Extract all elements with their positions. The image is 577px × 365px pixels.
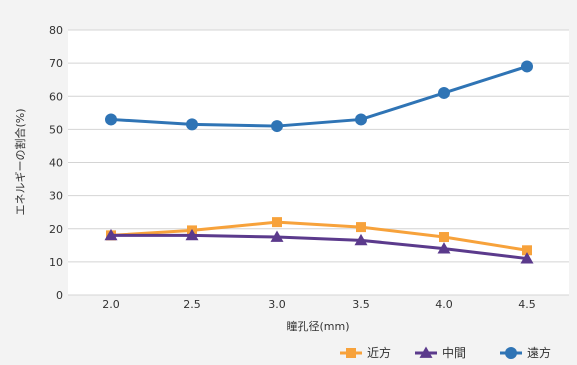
y-tick-label: 70 (49, 57, 63, 70)
y-tick-label: 0 (56, 289, 63, 302)
x-axis-title: 瞳孔径(mm) (286, 319, 349, 333)
data-point (270, 230, 284, 242)
legend-item: 中間 (415, 345, 466, 360)
data-point (271, 120, 283, 133)
y-axis-title: エネルギーの割合(%) (13, 108, 27, 215)
data-point (355, 113, 367, 126)
data-point (520, 252, 534, 264)
legend-marker (505, 347, 517, 359)
data-point (272, 217, 282, 228)
data-point (356, 222, 366, 233)
legend-marker (346, 348, 356, 358)
y-tick-label: 20 (49, 223, 63, 236)
grid-layer (68, 29, 569, 296)
x-tick-label: 3.0 (268, 298, 286, 311)
series-layer (104, 60, 534, 264)
x-tick-label: 4.0 (435, 298, 453, 311)
data-point (105, 113, 117, 126)
data-point (185, 228, 199, 241)
x-axis-ticks: 2.0 2.5 3.0 3.5 4.0 4.5 (102, 298, 536, 311)
data-point (439, 232, 449, 243)
legend-label: 近方 (367, 345, 391, 360)
legend-marker (419, 346, 433, 358)
x-tick-label: 3.5 (352, 298, 370, 311)
y-tick-label: 80 (49, 24, 63, 37)
x-tick-label: 4.5 (518, 298, 536, 311)
x-tick-label: 2.0 (102, 298, 120, 311)
legend-label: 遠方 (527, 345, 551, 360)
legend-item: 遠方 (500, 345, 551, 360)
series-triangle (104, 228, 534, 264)
y-tick-label: 50 (49, 123, 63, 136)
series-circle (105, 60, 533, 133)
legend-item: 近方 (340, 345, 391, 360)
legend: 近方 中間 遠方 (340, 345, 551, 360)
data-point (186, 118, 198, 131)
y-axis-ticks: 0 10 20 30 40 50 60 70 80 (49, 24, 63, 302)
x-tick-label: 2.5 (183, 298, 201, 311)
data-point (104, 228, 118, 241)
data-point (354, 233, 368, 246)
data-point (437, 242, 451, 254)
data-point (522, 245, 532, 256)
legend-label: 中間 (442, 345, 466, 360)
y-tick-label: 60 (49, 90, 63, 103)
series-line (110, 220, 528, 252)
y-tick-label: 30 (49, 190, 63, 203)
series-line (111, 233, 528, 261)
data-point (438, 86, 450, 99)
series-line (110, 65, 528, 128)
y-tick-label: 40 (49, 157, 63, 170)
y-tick-label: 10 (49, 256, 63, 269)
data-point (521, 60, 533, 73)
